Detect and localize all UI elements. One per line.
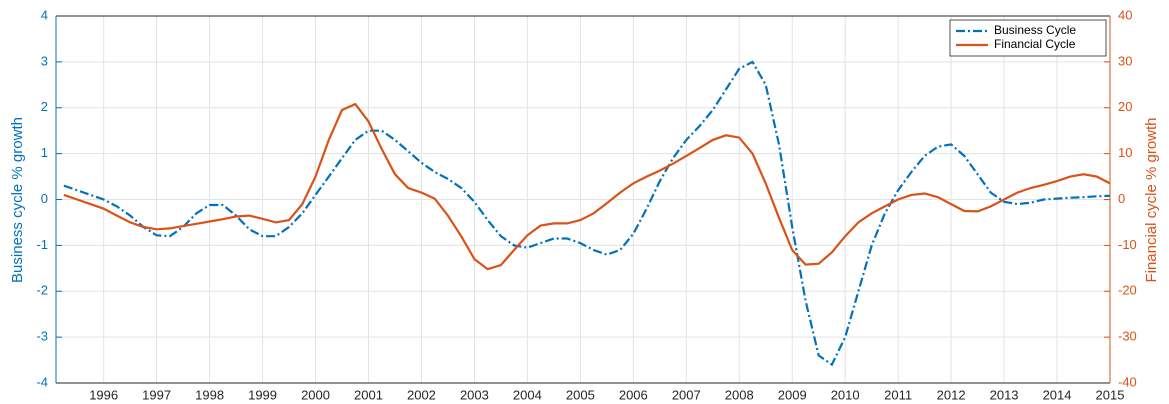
y2-tick-label: -20 (1118, 283, 1137, 298)
y2-tick-label: 20 (1118, 99, 1132, 114)
y2-tick-label: 30 (1118, 53, 1132, 68)
x-tick-label: 2009 (778, 387, 807, 402)
x-tick-label: 2005 (566, 387, 595, 402)
x-tick-label: 2000 (301, 387, 330, 402)
x-tick-label: 2013 (990, 387, 1019, 402)
legend-box (949, 19, 1107, 57)
y-tick-label: -3 (36, 329, 48, 344)
x-tick-label: 2008 (725, 387, 754, 402)
x-tick-label: 2007 (672, 387, 701, 402)
x-tick-label: 2002 (407, 387, 436, 402)
y2-tick-label: 0 (1118, 191, 1125, 206)
y-tick-label: 2 (41, 99, 48, 114)
x-tick-label: 1999 (248, 387, 277, 402)
legend-label: Financial Cycle (994, 37, 1076, 51)
y-tick-label: -4 (36, 374, 48, 389)
x-tick-label: 2006 (619, 387, 648, 402)
y2-tick-label: -30 (1118, 329, 1137, 344)
series-line (63, 60, 1111, 367)
x-tick-label: 1997 (142, 387, 171, 402)
y-tick-label: 3 (41, 53, 48, 68)
y-axis-label: Business cycle % growth (9, 117, 26, 283)
x-tick-label: 2014 (1043, 387, 1072, 402)
y-tick-label: 4 (41, 7, 48, 22)
x-tick-label: 2015 (1096, 387, 1125, 402)
y2-tick-label: 10 (1118, 145, 1132, 160)
x-tick-label: 1998 (195, 387, 224, 402)
y2-tick-label: 40 (1118, 7, 1132, 22)
y2-tick-label: -10 (1118, 237, 1137, 252)
x-tick-label: 1996 (89, 387, 118, 402)
series-line (63, 102, 1111, 271)
y2-axis-label: Financial cycle % growth (1143, 117, 1160, 282)
x-tick-label: 2012 (937, 387, 966, 402)
y-tick-label: 0 (41, 191, 48, 206)
y-tick-label: -2 (36, 283, 48, 298)
y-tick-label: -1 (36, 237, 48, 252)
x-tick-label: 2003 (460, 387, 489, 402)
y-tick-label: 1 (41, 145, 48, 160)
x-tick-label: 2004 (513, 387, 542, 402)
x-tick-label: 2011 (884, 387, 912, 402)
legend-label: Business Cycle (994, 23, 1076, 37)
y2-tick-label: -40 (1118, 374, 1137, 389)
x-tick-label: 2001 (354, 387, 383, 402)
x-tick-label: 2010 (831, 387, 860, 402)
